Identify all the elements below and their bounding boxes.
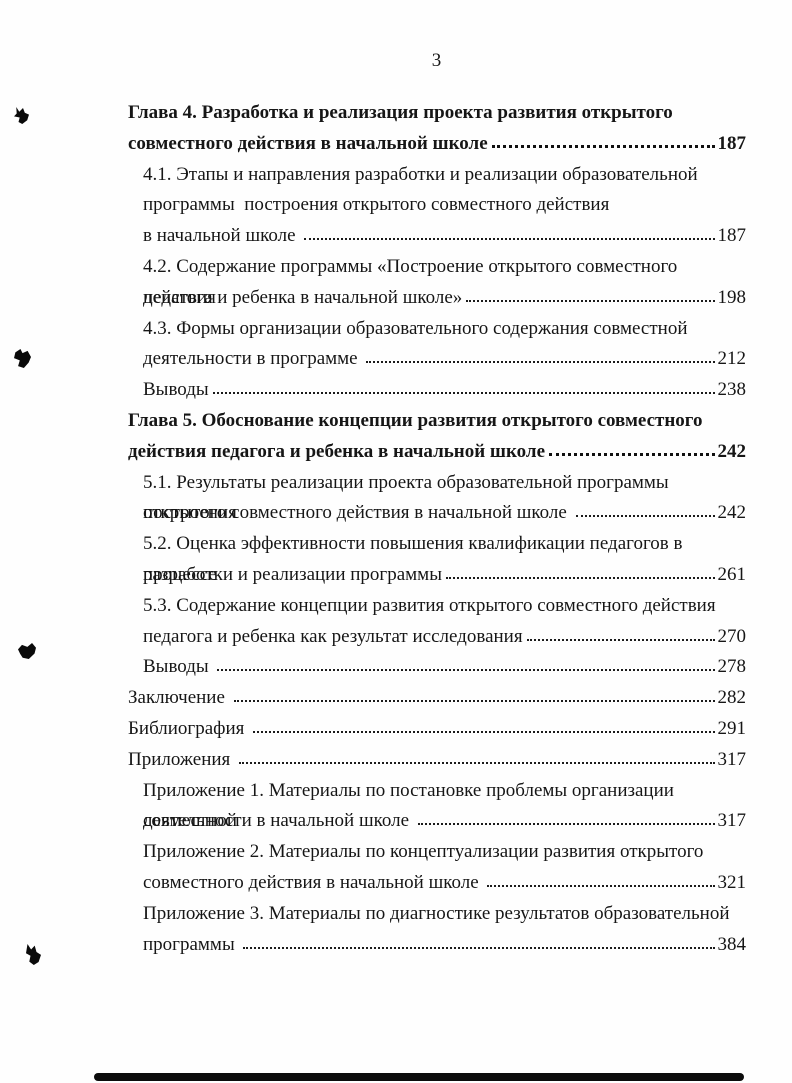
toc-entry-text: Выводы bbox=[143, 656, 214, 678]
toc-page-ref: 282 bbox=[717, 687, 747, 709]
toc-line: Глава 5. Обоснование концепции развития … bbox=[128, 406, 746, 437]
ink-blot-icon bbox=[18, 643, 36, 659]
toc-entry-text: 4.1. Этапы и направления разработки и ре… bbox=[143, 163, 698, 185]
toc-page-ref: 261 bbox=[717, 563, 747, 585]
toc-line: разработки и реализации программы 261 bbox=[128, 560, 746, 591]
toc-line: Выводы 238 bbox=[128, 375, 746, 406]
scan-edge-artifact bbox=[94, 1073, 744, 1081]
toc-entry-text: программы bbox=[143, 933, 240, 955]
dot-leader bbox=[243, 946, 715, 949]
toc-line: 4.3. Формы организации образовательного … bbox=[128, 314, 746, 345]
toc-line: Приложение 1. Материалы по постановке пр… bbox=[128, 776, 746, 832]
toc-line: Приложение 2. Материалы по концептуализа… bbox=[128, 837, 746, 868]
dot-leader bbox=[239, 761, 715, 764]
toc-page-ref: 242 bbox=[717, 440, 747, 462]
toc-line: совместного действия в начальной школе 3… bbox=[128, 868, 746, 899]
toc-line: программы 384 bbox=[128, 930, 746, 961]
toc-entry-text: педагога и ребенка как результат исследо… bbox=[143, 625, 523, 647]
dot-leader bbox=[417, 823, 715, 826]
toc-line: 5.3. Содержание концепции развития откры… bbox=[128, 591, 746, 622]
ink-blot-icon bbox=[26, 944, 41, 965]
toc-entry-text: разработки и реализации программы bbox=[143, 563, 442, 585]
toc-entry-text: Глава 5. Обоснование концепции развития … bbox=[128, 409, 703, 431]
toc-line: Приложения 317 bbox=[128, 745, 746, 776]
dot-leader bbox=[466, 299, 715, 302]
dot-leader bbox=[487, 884, 715, 887]
toc-line: программы построения открытого совместно… bbox=[128, 190, 746, 221]
toc-page-ref: 317 bbox=[717, 810, 747, 832]
toc-page-ref: 317 bbox=[717, 748, 747, 770]
toc-entry-text: Приложения bbox=[128, 748, 236, 770]
toc-entry-text: совместного действия в начальной школе bbox=[128, 132, 488, 154]
toc-entry-text: Приложение 3. Материалы по диагностике р… bbox=[143, 902, 730, 924]
toc-entry-text: Библиография bbox=[128, 717, 250, 739]
toc-entry-text: 4.2. Содержание программы «Построение от… bbox=[143, 255, 683, 308]
toc-page-ref: 291 bbox=[717, 717, 747, 739]
toc-page-ref: 187 bbox=[717, 132, 747, 154]
ink-blot-icon bbox=[14, 349, 31, 368]
toc-line: Глава 4. Разработка и реализация проекта… bbox=[128, 98, 746, 129]
toc-line: Заключение 282 bbox=[128, 683, 746, 714]
toc-line: 4.2. Содержание программы «Построение от… bbox=[128, 252, 746, 308]
toc-entry-text: деятельности в программе bbox=[143, 348, 363, 370]
dot-leader bbox=[304, 238, 715, 241]
page-number: 3 bbox=[431, 50, 443, 71]
toc-line: педагога и ребенка в начальной школе» 198 bbox=[128, 283, 746, 314]
dot-leader bbox=[253, 730, 715, 733]
dot-leader bbox=[549, 452, 715, 456]
toc-entry-text: действия педагога и ребенка в начальной … bbox=[128, 440, 546, 462]
dot-leader bbox=[491, 144, 715, 148]
toc-entry-text: педагога и ребенка в начальной школе» bbox=[143, 286, 463, 308]
toc-entry-text: Приложение 2. Материалы по концептуализа… bbox=[143, 841, 704, 863]
dot-leader bbox=[366, 361, 715, 364]
toc-page-ref: 270 bbox=[717, 625, 747, 647]
table-of-contents: Глава 4. Разработка и реализация проекта… bbox=[128, 98, 746, 960]
toc-page-ref: 238 bbox=[717, 379, 747, 401]
toc-line: 5.1. Результаты реализации проекта образ… bbox=[128, 468, 746, 524]
dot-leader bbox=[445, 576, 715, 579]
toc-line: деятельности в начальной школе 317 bbox=[128, 806, 746, 837]
toc-line: деятельности в программе 212 bbox=[128, 344, 746, 375]
toc-entry-text: деятельности в начальной школе bbox=[143, 810, 414, 832]
toc-page-ref: 278 bbox=[717, 656, 747, 678]
toc-line: в начальной школе 187 bbox=[128, 221, 746, 252]
toc-entry-text: Выводы bbox=[143, 379, 209, 401]
ink-blot-icon bbox=[14, 107, 29, 124]
toc-entry-text: программы построения открытого совместно… bbox=[143, 194, 610, 216]
toc-page-ref: 384 bbox=[717, 933, 747, 955]
toc-line: совместного действия в начальной школе 18… bbox=[128, 129, 746, 160]
toc-page-ref: 187 bbox=[717, 225, 747, 247]
toc-entry-text: Заключение bbox=[128, 687, 230, 709]
toc-line: 4.1. Этапы и направления разработки и ре… bbox=[128, 160, 746, 191]
toc-line: действия педагога и ребенка в начальной … bbox=[128, 437, 746, 468]
toc-page-ref: 321 bbox=[717, 871, 747, 893]
toc-entry-text: 5.2. Оценка эффективности повышения квал… bbox=[143, 533, 688, 585]
dot-leader bbox=[212, 392, 715, 395]
toc-entry-text: в начальной школе bbox=[143, 225, 301, 247]
toc-entry-text: совместного действия в начальной школе bbox=[143, 871, 484, 893]
toc-page-ref: 198 bbox=[717, 286, 747, 308]
toc-entry-text: 4.3. Формы организации образовательного … bbox=[143, 317, 688, 339]
toc-line: Выводы 278 bbox=[128, 652, 746, 683]
toc-entry-text: 5.1. Результаты реализации проекта образ… bbox=[143, 471, 679, 524]
dot-leader bbox=[526, 638, 715, 641]
toc-line: открытого совместного действия в начальн… bbox=[128, 498, 746, 529]
toc-entry-text: Глава 4. Разработка и реализация проекта… bbox=[128, 102, 673, 123]
toc-line: Приложение 3. Материалы по диагностике р… bbox=[128, 899, 746, 930]
toc-entry-text: открытого совместного действия в начальн… bbox=[143, 502, 572, 524]
toc-entry-text: Приложение 1. Материалы по постановке пр… bbox=[143, 779, 679, 832]
dot-leader bbox=[575, 515, 715, 518]
toc-page-ref: 212 bbox=[717, 348, 747, 370]
toc-line: Библиография 291 bbox=[128, 714, 746, 745]
toc-line: 5.2. Оценка эффективности повышения квал… bbox=[128, 529, 746, 585]
dot-leader bbox=[233, 700, 715, 703]
toc-page-ref: 242 bbox=[717, 502, 747, 524]
dot-leader bbox=[217, 669, 715, 672]
toc-line: педагога и ребенка как результат исследо… bbox=[128, 622, 746, 653]
toc-entry-text: 5.3. Содержание концепции развития откры… bbox=[143, 594, 716, 616]
